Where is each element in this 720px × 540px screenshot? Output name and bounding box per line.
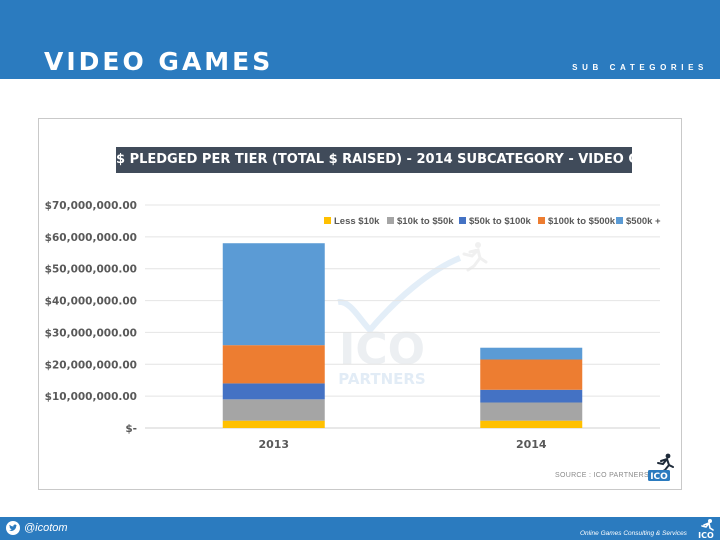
page-title: VIDEO GAMES — [44, 47, 274, 76]
watermark-logo: ICO PARTNERS — [337, 242, 488, 388]
watermark-logo-sub: PARTNERS — [338, 370, 426, 388]
legend-swatch — [324, 217, 331, 224]
bar-segment — [222, 399, 325, 421]
header-bar — [0, 0, 720, 79]
legend-label: Less $10k — [334, 216, 380, 227]
bar-segment — [480, 359, 583, 390]
footer-bar — [0, 517, 720, 540]
footer-tagline: Online Games Consulting & Services — [580, 530, 687, 537]
bar-segment — [222, 243, 325, 346]
bar-segment — [480, 389, 583, 403]
legend-swatch — [387, 217, 394, 224]
page-subtitle: SUB CATEGORIES — [572, 63, 708, 72]
y-tick-label: $10,000,000.00 — [45, 391, 137, 403]
y-tick-label: $30,000,000.00 — [45, 327, 137, 339]
chart-title: $ PLEDGED PER TIER (TOTAL $ RAISED) - 20… — [116, 147, 680, 173]
twitter-icon[interactable] — [6, 521, 20, 535]
svg-text:ICO: ICO — [650, 472, 668, 482]
bar-segment — [480, 420, 583, 428]
legend-swatch — [459, 217, 466, 224]
running-man-icon — [462, 242, 488, 272]
bar-segment — [480, 347, 583, 360]
y-axis: $- $10,000,000.00 $20,000,000.00 $30,000,00… — [45, 200, 137, 435]
bar-segment — [480, 402, 583, 421]
legend-label: $100k to $500k — [548, 216, 616, 227]
y-tick-label: $70,000,000.00 — [45, 200, 137, 212]
ico-logo-icon: ICO — [648, 453, 674, 482]
legend-swatch — [538, 217, 545, 224]
footer-ico-logo-icon: ICO — [698, 519, 714, 540]
legend-label: $500k + — [626, 216, 661, 227]
gridlines — [145, 204, 660, 429]
bar-segment — [222, 345, 325, 384]
source-label: SOURCE : ICO PARTNERS — [555, 472, 649, 479]
y-tick-label: $- — [125, 423, 137, 435]
x-tick-label: 2013 — [258, 438, 289, 451]
watermark-swoosh — [337, 255, 462, 335]
legend-swatch — [616, 217, 623, 224]
bars — [222, 243, 583, 428]
legend: Less $10k $10k to $50k $50k to $100k $100k … — [324, 216, 661, 227]
x-axis: 2013 2014 — [258, 438, 546, 451]
y-tick-label: $50,000,000.00 — [45, 264, 137, 276]
bar-segment — [222, 420, 325, 428]
legend-label: $50k to $100k — [469, 216, 532, 227]
bar-segment — [222, 383, 325, 400]
y-tick-label: $20,000,000.00 — [45, 359, 137, 371]
legend-label: $10k to $50k — [397, 216, 454, 227]
y-tick-label: $60,000,000.00 — [45, 232, 137, 244]
svg-text:ICO: ICO — [698, 531, 714, 540]
y-tick-label: $40,000,000.00 — [45, 296, 137, 308]
twitter-handle[interactable]: @icotom — [24, 522, 68, 534]
x-tick-label: 2014 — [516, 438, 547, 451]
watermark-logo-text: ICO — [339, 324, 425, 375]
